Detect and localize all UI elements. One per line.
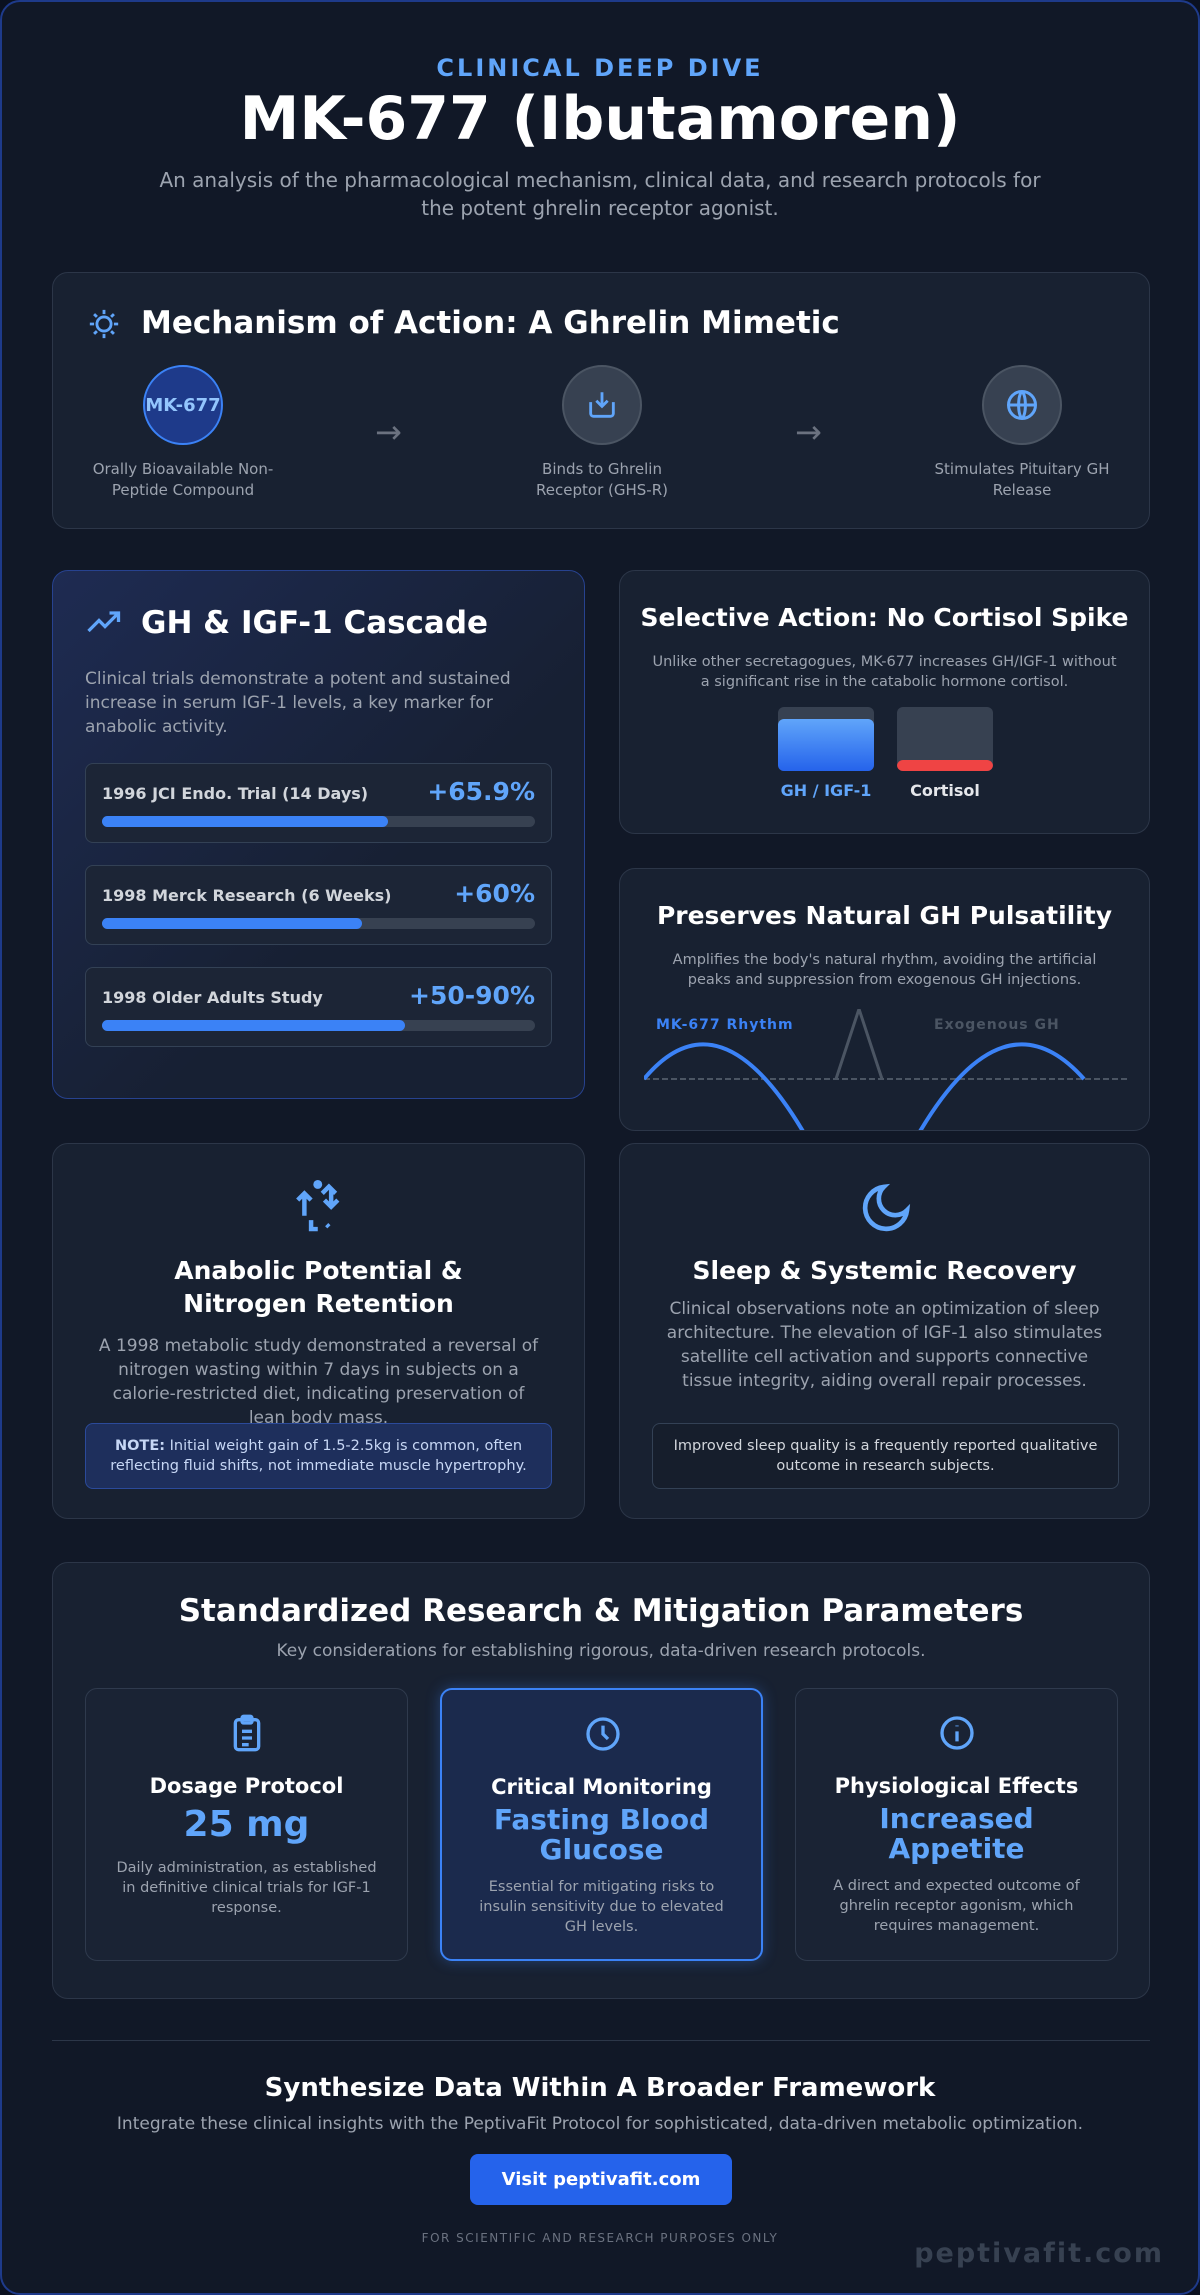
arrow: → <box>795 413 822 451</box>
pulsatility-card: Preserves Natural GH Pulsatility Amplifi… <box>619 868 1150 1131</box>
stat-fill <box>102 918 362 929</box>
stat-name: 1998 Older Adults Study <box>102 988 323 1007</box>
param-value: Fasting Blood Glucose <box>493 1803 710 1866</box>
section-title: GH & IGF-1 Cascade <box>141 605 489 641</box>
page-title: MK-677 (Ibutamoren) <box>239 84 961 154</box>
cta-button[interactable]: Visit peptivafit.com <box>470 2154 732 2205</box>
section-title: Standardized Research & Mitigation Param… <box>178 1593 1024 1629</box>
cascade-card: GH & IGF-1 Cascade Clinical trials demon… <box>52 570 585 1099</box>
footer-title: Synthesize Data Within A Broader Framewo… <box>264 2073 936 2103</box>
step: Stimulates Pituitary GH Release <box>902 365 1142 501</box>
param-description: Essential for mitigating risks to insuli… <box>479 1879 724 1935</box>
stat: 1998 Older Adults Study +50-90% <box>85 967 552 1047</box>
note-label: NOTE: <box>114 1438 166 1454</box>
stat-fill <box>102 816 388 827</box>
icon <box>233 1714 261 1752</box>
disclaimer: FOR SCIENTIFIC AND RESEARCH PURPOSES ONL… <box>421 2231 779 2245</box>
bar-label: Cortisol <box>910 781 980 800</box>
param-value: Increased Appetite <box>879 1802 1034 1865</box>
stat-value: +60% <box>454 879 535 908</box>
stat-name: 1996 JCI Endo. Trial (14 Days) <box>102 784 369 803</box>
param-value: 25 mg <box>183 1804 310 1845</box>
stat-track <box>102 816 535 827</box>
param-title: Physiological Effects <box>834 1774 1079 1798</box>
description: A 1998 metabolic study demonstrated a re… <box>98 1336 539 1428</box>
stat-value: +65.9% <box>427 777 535 806</box>
icon <box>589 392 615 418</box>
description: Clinical observations note an optimizati… <box>666 1299 1103 1391</box>
param-title: Critical Monitoring <box>491 1775 712 1799</box>
arrows-icon <box>296 1180 340 1232</box>
param-description: A direct and expected outcome of ghrelin… <box>833 1878 1080 1934</box>
stat: 1996 JCI Endo. Trial (14 Days) +65.9% <box>85 763 552 843</box>
step: Binds to Ghrelin Receptor (GHS-R) <box>482 365 722 501</box>
description: Amplifies the body's natural rhythm, avo… <box>672 952 1097 988</box>
icon <box>586 1717 620 1751</box>
graph-label: MK-677 Rhythm <box>656 1017 794 1033</box>
section-title: Selective Action: No Cortisol Spike <box>640 603 1129 632</box>
note-text: Initial weight gain of 1.5-2.5kg is comm… <box>110 1438 527 1474</box>
section-title: Sleep & Systemic Recovery <box>692 1256 1077 1285</box>
parameters-card: Standardized Research & Mitigation Param… <box>52 1562 1150 1999</box>
step-label: Stimulates Pituitary GH Release <box>934 460 1110 499</box>
sleep-card: Sleep & Systemic Recovery Clinical obser… <box>619 1143 1150 1519</box>
step-label: Binds to Ghrelin Receptor (GHS-R) <box>536 460 668 499</box>
eyebrow: CLINICAL DEEP DIVE <box>436 54 764 82</box>
footer-description: Integrate these clinical insights with t… <box>116 2114 1084 2134</box>
icon <box>940 1716 974 1750</box>
mechanism-card: Mechanism of Action: A Ghrelin Mimetic M… <box>52 272 1150 529</box>
cortisol-bar <box>897 707 993 771</box>
param-card: Physiological Effects Increased Appetite… <box>795 1688 1118 1961</box>
section-title: Preserves Natural GH Pulsatility <box>656 901 1113 930</box>
anabolic-card: Anabolic Potential & Nitrogen Retention … <box>52 1143 585 1519</box>
step-label: Orally Bioavailable Non-Peptide Compound <box>92 460 274 499</box>
moon-icon <box>862 1183 911 1232</box>
selective-card: Selective Action: No Cortisol Spike Unli… <box>619 570 1150 834</box>
stat-track <box>102 1020 535 1031</box>
step-icon <box>562 365 642 445</box>
arrow: → <box>375 413 402 451</box>
stat-fill <box>102 1020 406 1031</box>
section-title: Mechanism of Action: A Ghrelin Mimetic <box>141 305 840 341</box>
description: Unlike other secretagogues, MK-677 incre… <box>652 654 1117 690</box>
subtitle: An analysis of the pharmacological mecha… <box>159 168 1041 220</box>
gh-bar <box>778 707 874 771</box>
param-card: Critical Monitoring Fasting Blood Glucos… <box>440 1688 763 1961</box>
stat: 1998 Merck Research (6 Weeks) +60% <box>85 865 552 945</box>
step-icon <box>982 365 1062 445</box>
rhythm-graph <box>644 1009 1128 1130</box>
step: MK-677 Orally Bioavailable Non-Peptide C… <box>63 365 303 501</box>
bar-label: GH / IGF-1 <box>780 781 872 800</box>
subtitle: Key considerations for establishing rigo… <box>276 1641 926 1661</box>
icon <box>1007 390 1037 420</box>
section-title: Anabolic Potential & Nitrogen Retention <box>174 1256 463 1318</box>
step-badge: MK-677 <box>143 365 223 445</box>
stat-value: +50-90% <box>409 981 535 1010</box>
graph-label: Exogenous GH <box>934 1017 1060 1033</box>
watermark: peptivafit.com <box>914 2238 1164 2269</box>
chip-icon <box>89 309 119 339</box>
trend-icon <box>87 611 121 633</box>
note: NOTE: Initial weight gain of 1.5-2.5kg i… <box>85 1423 552 1489</box>
description: Clinical trials demonstrate a potent and… <box>85 669 511 737</box>
stat-track <box>102 918 535 929</box>
note: Improved sleep quality is a frequently r… <box>652 1423 1119 1489</box>
stat-name: 1998 Merck Research (6 Weeks) <box>102 886 392 905</box>
badge-text: MK-677 <box>145 394 221 416</box>
param-title: Dosage Protocol <box>149 1774 344 1798</box>
param-card: Dosage Protocol 25 mg Daily administrati… <box>85 1688 408 1961</box>
divider <box>52 2040 1150 2041</box>
param-description: Daily administration, as established in … <box>116 1860 377 1916</box>
